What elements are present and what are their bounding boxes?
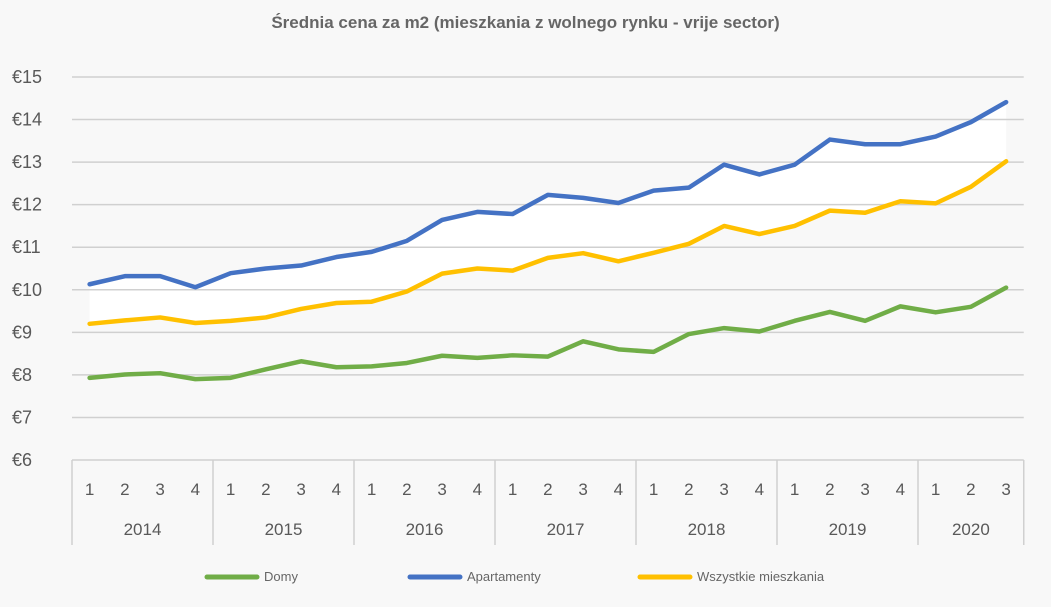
legend-label: Wszystkie mieszkania	[697, 569, 825, 584]
series-line-wszystkie-mieszkania	[87, 159, 1009, 327]
y-tick-label: €11	[12, 237, 41, 257]
quarter-label: 1	[85, 480, 94, 499]
series-line-domy	[87, 285, 1009, 382]
quarter-label: 2	[261, 480, 270, 499]
y-tick-label: €9	[12, 322, 32, 342]
y-tick-label: €6	[12, 450, 32, 470]
quarter-label: 4	[473, 480, 482, 499]
quarter-label: 2	[966, 480, 975, 499]
y-tick-label: €12	[12, 195, 42, 215]
legend-label: Domy	[264, 569, 298, 584]
quarter-label: 4	[332, 480, 341, 499]
year-label: 2017	[547, 520, 585, 539]
y-tick-label: €7	[12, 407, 32, 427]
series-line-apartamenty	[87, 99, 1009, 290]
year-label: 2016	[406, 520, 444, 539]
quarter-label: 1	[226, 480, 235, 499]
quarter-label: 4	[191, 480, 200, 499]
quarter-label: 1	[367, 480, 376, 499]
quarter-label: 4	[614, 480, 623, 499]
quarter-label: 3	[296, 480, 305, 499]
quarter-label: 2	[543, 480, 552, 499]
y-tick-label: €15	[12, 67, 42, 87]
quarter-label: 3	[860, 480, 869, 499]
quarter-label: 3	[437, 480, 446, 499]
y-tick-label: €13	[12, 152, 42, 172]
y-tick-label: €14	[12, 110, 42, 130]
quarter-label: 3	[719, 480, 728, 499]
chart-title: Średnia cena za m2 (mieszkania z wolnego…	[271, 13, 780, 32]
y-tick-label: €10	[12, 280, 42, 300]
quarter-label: 1	[931, 480, 940, 499]
year-label: 2014	[124, 520, 162, 539]
quarter-label: 2	[684, 480, 693, 499]
quarter-label: 3	[1001, 480, 1010, 499]
year-label: 2015	[265, 520, 303, 539]
year-label: 2018	[688, 520, 726, 539]
y-tick-label: €8	[12, 365, 32, 385]
band-fill	[89, 102, 1007, 324]
legend-label: Apartamenty	[467, 569, 541, 584]
quarter-label: 3	[578, 480, 587, 499]
quarter-label: 4	[755, 480, 764, 499]
quarter-label: 1	[790, 480, 799, 499]
quarter-label: 1	[508, 480, 517, 499]
quarter-label: 2	[402, 480, 411, 499]
year-label: 2020	[952, 520, 990, 539]
quarter-label: 4	[896, 480, 905, 499]
quarter-label: 1	[649, 480, 658, 499]
quarter-label: 3	[155, 480, 164, 499]
year-label: 2019	[829, 520, 867, 539]
quarter-label: 2	[825, 480, 834, 499]
quarter-label: 2	[120, 480, 129, 499]
